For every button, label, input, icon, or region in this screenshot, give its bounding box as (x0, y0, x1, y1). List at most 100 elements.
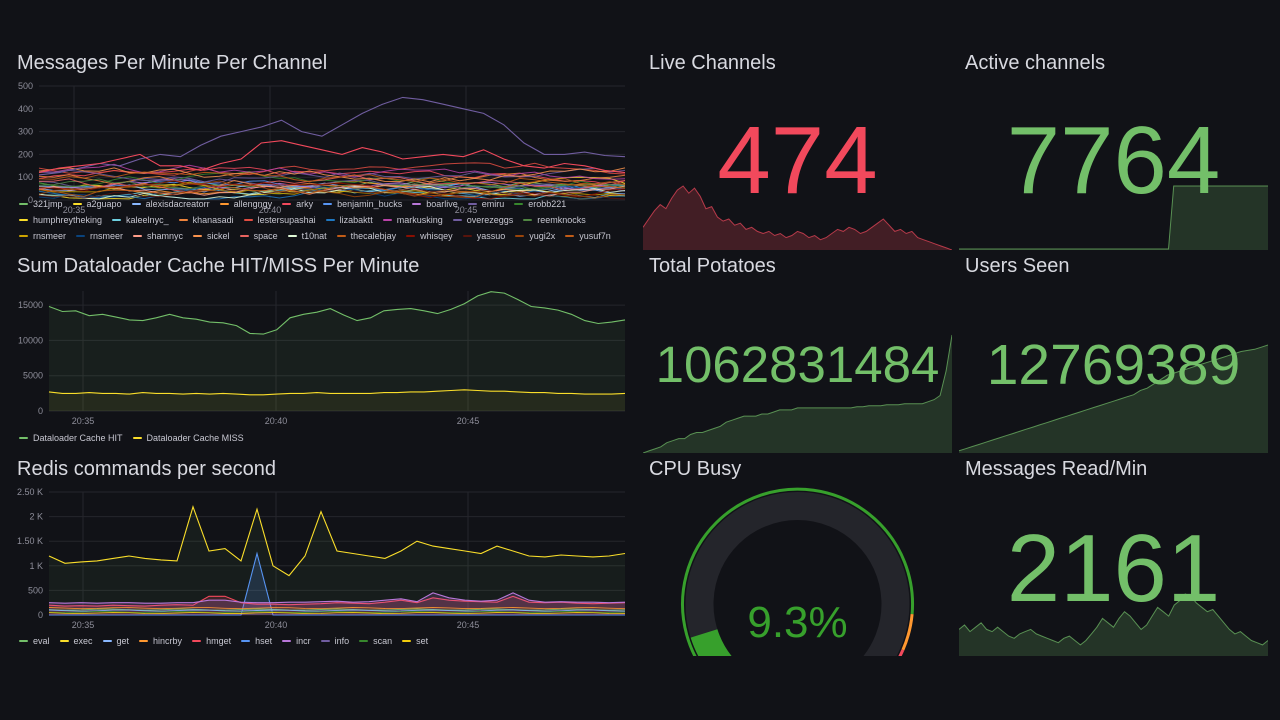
total-potatoes-sparkline (643, 334, 952, 453)
panel-title[interactable]: Redis commands per second (17, 458, 277, 480)
panel-total-potatoes[interactable]: Total Potatoes 1062831484 (643, 255, 952, 453)
legend-item[interactable]: yugi2x (515, 230, 555, 242)
panel-active-channels[interactable]: Active channels 7764 (959, 52, 1268, 250)
legend-label: set (416, 636, 429, 646)
legend-item[interactable]: set (402, 635, 428, 647)
gauge-threshold-red (898, 649, 905, 656)
legend-item[interactable]: info (320, 635, 350, 647)
legend-label: boarlive (426, 199, 458, 209)
dataloader-chart[interactable]: 0 5000 10000 15000 20:35 20:40 20:45 (17, 285, 629, 433)
legend-item[interactable]: thecalebjay (336, 230, 396, 242)
legend-item[interactable]: boarlive (412, 198, 458, 210)
legend-item[interactable]: emiru (467, 198, 504, 210)
legend-item[interactable]: shamnyc (133, 230, 183, 242)
messages-per-minute-chart[interactable]: 0 100 200 300 400 500 20:35 20:40 20:45 (17, 80, 629, 220)
panel-messages-per-minute: Messages Per Minute Per Channel 0 100 200 3… (17, 52, 629, 248)
legend-label: humphreytheking (33, 215, 103, 225)
legend-label: allengngy (233, 199, 273, 209)
legend-swatch (382, 219, 392, 221)
legend-item[interactable]: yassuo (462, 230, 505, 242)
panel-live-channels[interactable]: Live Channels 474 (643, 52, 952, 250)
series-area-miss (49, 389, 625, 411)
legend-item[interactable]: hset (241, 635, 272, 647)
legend-item[interactable]: 321jmp (19, 198, 63, 210)
legend-swatch (323, 203, 333, 205)
legend-item[interactable]: incr (282, 635, 311, 647)
legend-item[interactable]: arky (282, 198, 313, 210)
legend-item[interactable]: sickel (193, 230, 230, 242)
x-tick-label: 20:45 (457, 620, 480, 630)
series-line (38, 180, 626, 199)
x-tick-label: 20:40 (259, 205, 282, 215)
legend-item[interactable]: allengngy (219, 198, 273, 210)
x-tick-label: 20:45 (457, 416, 480, 426)
legend-label: Dataloader Cache HIT (33, 433, 123, 443)
legend-item[interactable]: Dataloader Cache HIT (19, 432, 123, 444)
legend-label: rnsmeer (33, 231, 67, 241)
legend-item[interactable]: khanasadi (178, 214, 234, 226)
legend-item[interactable]: whisqey (406, 230, 453, 242)
legend-item[interactable]: rnsmeer (19, 230, 66, 242)
legend-item[interactable]: hmget (192, 635, 231, 647)
gauge-track (685, 492, 910, 656)
legend-swatch (359, 640, 369, 642)
legend-swatch (102, 640, 112, 642)
gauge-threshold-orange (901, 613, 914, 651)
legend-item[interactable]: lizabaktt (325, 214, 373, 226)
live-channels-sparkline (643, 185, 952, 250)
panel-title[interactable]: Sum Dataloader Cache HIT/MISS Per Minute (17, 255, 420, 277)
series-line (38, 180, 626, 200)
legend-item[interactable]: lestersupashai (243, 214, 316, 226)
legend-item[interactable]: reemknocks (523, 214, 586, 226)
series-line (38, 187, 626, 200)
series-line (38, 184, 626, 197)
x-tick-label: 20:35 (63, 205, 86, 215)
legend-item[interactable]: overezeggs (452, 214, 513, 226)
panel-title[interactable]: Messages Per Minute Per Channel (17, 52, 328, 74)
legend-swatch (139, 640, 149, 642)
legend-item[interactable]: humphreytheking (19, 214, 102, 226)
legend-item[interactable]: eval (19, 635, 50, 647)
cpu-busy-value: 9.3% (747, 598, 848, 647)
series-line-hset (49, 551, 625, 616)
y-tick-label: 500 (28, 585, 43, 595)
legend-swatch (192, 640, 202, 642)
x-tick-label: 20:35 (72, 416, 95, 426)
sparkline-line (959, 344, 1268, 452)
legend-label: yugi2x (529, 231, 556, 241)
panel-messages-read[interactable]: Messages Read/Min 2161 (959, 458, 1268, 656)
y-tick-label: 2.50 K (17, 487, 43, 497)
legend-item[interactable]: alexisdacreatorr (131, 198, 210, 210)
legend-item[interactable]: yusuf7n (565, 230, 611, 242)
legend-swatch (133, 235, 143, 237)
legend-item[interactable]: space (239, 230, 278, 242)
legend-item[interactable]: rnsmeer (76, 230, 123, 242)
legend-item[interactable]: Dataloader Cache MISS (132, 432, 244, 444)
panel-users-seen[interactable]: Users Seen 12769389 (959, 255, 1268, 453)
series-area-hit (49, 291, 625, 411)
legend-item[interactable]: a2guapo (72, 198, 122, 210)
panel-cpu-busy[interactable]: CPU Busy 9.3% (643, 458, 952, 658)
y-tick-label: 5000 (23, 371, 43, 381)
legend-item[interactable]: kaleelnyc_ (112, 214, 169, 226)
legend-label: incr (296, 636, 311, 646)
legend-item[interactable]: get (102, 635, 129, 647)
legend-swatch (467, 203, 477, 205)
legend-label: hset (255, 636, 273, 646)
panel-title: Live Channels (649, 52, 776, 74)
legend-item[interactable]: exec (59, 635, 93, 647)
legend-item[interactable]: hincrby (139, 635, 182, 647)
legend-label: info (334, 636, 350, 646)
redis-chart[interactable]: 0 500 1 K 1.50 K 2 K 2.50 K 20:35 20:40 20:45 (17, 484, 629, 630)
sparkline-area (643, 335, 952, 453)
legend-item[interactable]: markusking (382, 214, 443, 226)
total-potatoes-value: 1062831484 (655, 336, 940, 393)
legend-item[interactable]: scan (359, 635, 392, 647)
panel-title: Messages Read/Min (965, 458, 1148, 480)
legend-item[interactable]: benjamin_bucks (323, 198, 402, 210)
chart-legend: Dataloader Cache HIT Dataloader Cache MIS… (19, 432, 619, 444)
legend-item[interactable]: erobb221 (514, 198, 566, 210)
legend-item[interactable]: t10nat (287, 230, 327, 242)
legend-label: exec (73, 636, 93, 646)
series-line-miss (48, 389, 626, 396)
